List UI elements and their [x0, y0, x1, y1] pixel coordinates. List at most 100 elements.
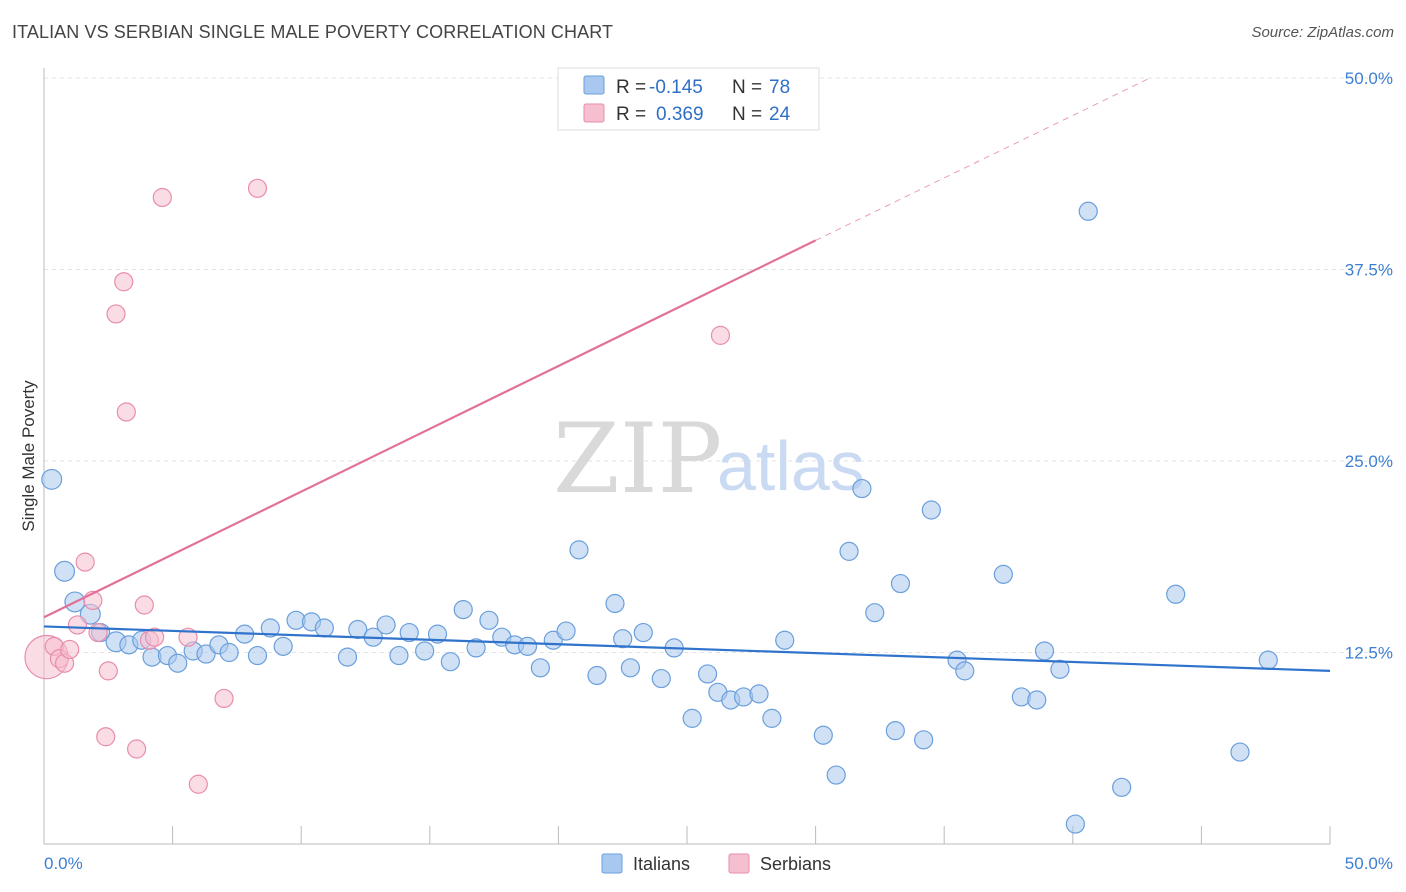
- italians-point: [54, 560, 76, 582]
- italians-point: [682, 708, 702, 728]
- legend-r-value-serbians: 0.369: [656, 104, 704, 125]
- legend-swatch-serbians: [583, 103, 605, 123]
- italians-point: [839, 541, 859, 561]
- italians-point: [273, 636, 293, 656]
- serbians-trend-extension: [815, 77, 1151, 241]
- italians-point: [826, 765, 846, 785]
- italians-point: [733, 687, 754, 707]
- italians-trend-line: [43, 625, 1331, 672]
- italians-point: [440, 652, 460, 672]
- italians-point: [219, 642, 239, 663]
- italians-point: [569, 540, 589, 560]
- bottom-legend-label-italians: Italians: [633, 854, 690, 874]
- italians-point: [620, 658, 641, 678]
- legend-n-value-italians: 78: [769, 77, 790, 98]
- y-tick-label: 12.5%: [1345, 644, 1393, 663]
- serbians-point: [134, 595, 154, 615]
- serbians-point: [214, 688, 234, 709]
- x-tick-label-min: 0.0%: [44, 854, 83, 873]
- legend-n-label-italians: N =: [732, 77, 762, 98]
- italians-point: [479, 610, 499, 630]
- italians-point: [914, 730, 934, 750]
- italians-point: [1230, 742, 1250, 762]
- serbians-points: [24, 178, 731, 794]
- italians-point: [168, 653, 188, 673]
- italians-point: [1011, 687, 1031, 707]
- y-axis-title: Single Male Poverty: [19, 380, 38, 532]
- italians-point: [885, 721, 905, 741]
- trend-lines: [43, 77, 1331, 672]
- italians-point: [427, 624, 448, 644]
- italians-point: [337, 647, 358, 667]
- italians-point: [762, 708, 782, 728]
- italians-point: [813, 725, 833, 745]
- serbians-point: [67, 615, 88, 635]
- grid-lines: [44, 77, 1393, 653]
- italians-point: [1258, 650, 1278, 670]
- italians-point: [1050, 659, 1070, 679]
- serbians-trend-line: [43, 239, 817, 619]
- italians-point: [260, 618, 280, 638]
- serbians-point: [116, 402, 136, 422]
- legend-n-label-serbians: N =: [732, 104, 762, 125]
- italians-point: [890, 573, 911, 594]
- italians-point: [415, 641, 435, 661]
- legend-swatch-italians: [583, 75, 605, 95]
- y-tick-labels: 12.5% 25.0% 37.5% 50.0%: [1345, 69, 1393, 663]
- italians-point: [348, 619, 368, 640]
- italians-point: [1065, 814, 1085, 834]
- x-ticks: [43, 826, 1331, 844]
- italians-point: [605, 593, 625, 614]
- bottom-legend-swatch-italians: [601, 853, 623, 874]
- italians-point: [1078, 201, 1098, 221]
- italians-points: [41, 201, 1278, 834]
- italians-point: [921, 500, 941, 520]
- italians-point: [697, 664, 718, 684]
- serbians-point: [60, 639, 80, 660]
- serbians-point: [710, 325, 731, 345]
- bottom-legend: Italians Serbians: [601, 853, 831, 874]
- legend-r-value-italians: -0.145: [649, 77, 703, 98]
- italians-point: [613, 629, 633, 649]
- italians-point: [1027, 690, 1047, 710]
- legend-box: R = -0.145 N = 78 R = 0.369 N = 24: [557, 67, 820, 131]
- italians-point: [556, 621, 576, 641]
- serbians-point: [98, 661, 118, 681]
- italians-point: [865, 603, 885, 623]
- watermark-atlas: atlas: [717, 427, 865, 505]
- serbians-point: [152, 187, 172, 208]
- italians-point: [1112, 777, 1132, 797]
- y-tick-label: 37.5%: [1345, 261, 1393, 280]
- italians-point: [993, 564, 1013, 584]
- bottom-legend-label-serbians: Serbians: [760, 854, 831, 874]
- serbians-point: [88, 622, 108, 643]
- italians-point: [314, 618, 334, 638]
- legend-r-label-italians: R =: [616, 77, 646, 98]
- x-tick-label-max: 50.0%: [1345, 854, 1393, 873]
- serbians-point: [247, 178, 268, 198]
- watermark: ZIP atlas: [553, 403, 865, 515]
- serbians-point: [106, 304, 126, 324]
- italians-point: [749, 684, 769, 704]
- italians-point: [376, 615, 396, 635]
- y-tick-label: 25.0%: [1345, 452, 1393, 471]
- serbians-point: [75, 552, 95, 572]
- legend-r-label-serbians: R =: [616, 104, 646, 125]
- italians-point: [389, 645, 409, 666]
- serbians-point: [114, 272, 134, 292]
- italians-point: [775, 630, 795, 650]
- italians-point: [517, 636, 538, 656]
- serbians-point: [126, 739, 147, 759]
- italians-point: [587, 665, 607, 686]
- italians-point: [955, 661, 975, 681]
- italians-point: [41, 468, 63, 490]
- legend-n-value-serbians: 24: [769, 104, 791, 125]
- bottom-legend-swatch-serbians: [728, 853, 750, 874]
- y-tick-label: 50.0%: [1345, 69, 1393, 88]
- chart-title: ITALIAN VS SERBIAN SINGLE MALE POVERTY C…: [12, 22, 614, 42]
- watermark-zip: ZIP: [553, 403, 722, 515]
- italians-point: [1166, 584, 1186, 604]
- italians-point: [852, 478, 872, 499]
- italians-point: [453, 600, 473, 620]
